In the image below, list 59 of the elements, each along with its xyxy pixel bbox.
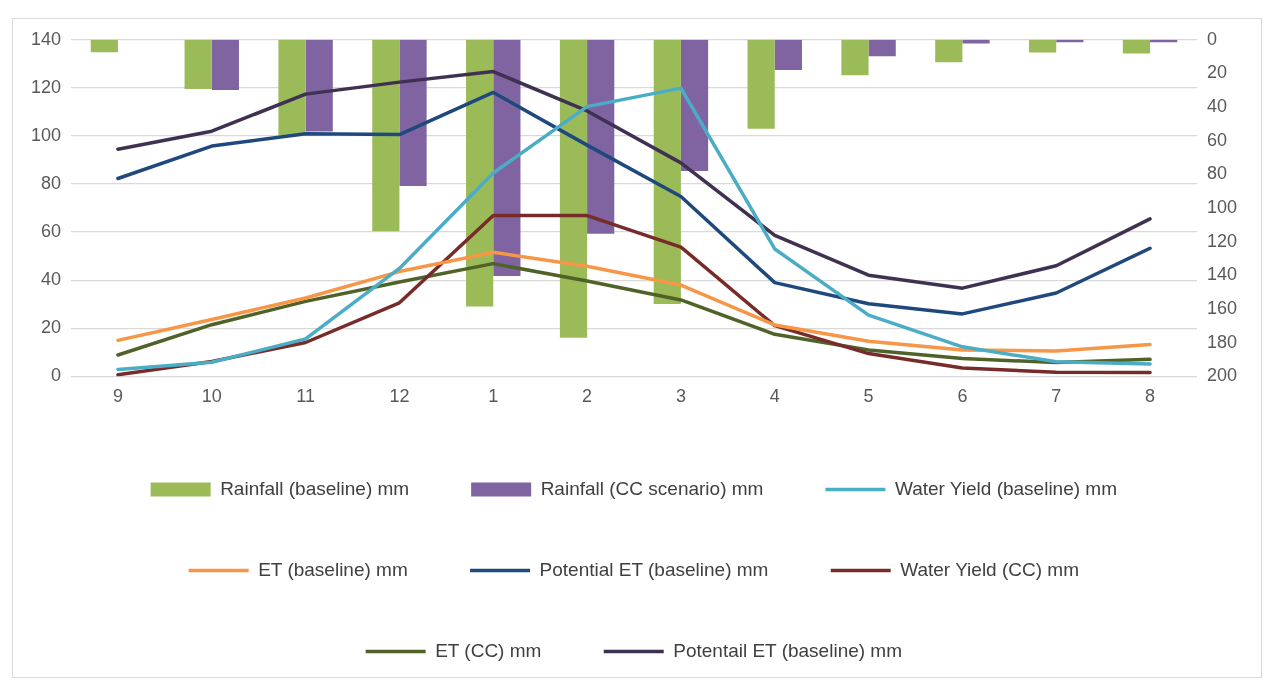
x-tick-label: 4 <box>769 386 780 407</box>
x-tick-label: 2 <box>582 386 593 407</box>
x-tick-label: 8 <box>1145 386 1156 407</box>
bar <box>774 39 802 71</box>
legend-label: Water Yield (baseline) mm <box>894 477 1118 499</box>
y2-tick-label: 20 <box>1206 62 1227 83</box>
x-tick-label: 10 <box>201 386 222 407</box>
bar <box>305 39 333 132</box>
y2-tick-label: 160 <box>1206 298 1238 319</box>
bar <box>868 39 896 57</box>
bar <box>747 39 775 129</box>
y2-tick-label: 100 <box>1206 197 1238 218</box>
y-tick-label: 80 <box>41 173 62 194</box>
legend-label: Rainfall (CC scenario) mm <box>540 477 764 499</box>
legend-label: ET (CC) mm <box>435 639 542 661</box>
bar <box>559 39 588 338</box>
x-tick-label: 9 <box>112 386 123 407</box>
y-tick-label: 60 <box>41 221 62 242</box>
y2-tick-label: 140 <box>1206 264 1238 285</box>
y-tick-label: 140 <box>30 28 62 49</box>
bar <box>1122 39 1151 54</box>
y-tick-label: 20 <box>41 317 62 338</box>
bar <box>184 39 212 89</box>
y2-tick-label: 80 <box>1206 163 1227 184</box>
bar <box>90 39 118 53</box>
bar <box>841 39 869 76</box>
bar <box>935 39 963 63</box>
bar <box>278 39 306 136</box>
legend-label: ET (baseline) mm <box>258 558 408 580</box>
x-tick-label: 11 <box>296 386 315 407</box>
bar <box>587 39 615 234</box>
y-tick-label: 120 <box>30 76 62 97</box>
legend-label: Rainfall (baseline) mm <box>220 477 410 499</box>
x-tick-label: 12 <box>389 386 410 407</box>
bar <box>1029 39 1057 53</box>
legend-label: Water Yield (CC) mm <box>900 558 1079 580</box>
x-tick-label: 3 <box>675 386 686 407</box>
y2-tick-label: 200 <box>1206 365 1238 386</box>
y2-tick-label: 180 <box>1206 331 1238 352</box>
y2-tick-label: 0 <box>1206 28 1217 49</box>
legend-label: Potential ET (baseline) mm <box>539 558 769 580</box>
y-tick-label: 40 <box>41 269 62 290</box>
bar <box>399 39 427 187</box>
bar <box>466 39 494 307</box>
x-tick-label: 7 <box>1051 386 1062 407</box>
y2-tick-label: 40 <box>1206 96 1227 117</box>
x-tick-label: 6 <box>957 386 968 407</box>
legend-label: Potentail ET (baseline) mm <box>673 639 903 661</box>
bar <box>211 39 239 90</box>
y-tick-label: 100 <box>30 124 62 145</box>
bar <box>962 39 990 44</box>
y2-tick-label: 120 <box>1206 230 1238 251</box>
x-tick-label: 1 <box>488 386 499 407</box>
bar <box>653 39 681 305</box>
y-tick-label: 0 <box>51 365 62 386</box>
y2-tick-label: 60 <box>1206 129 1227 150</box>
bar <box>372 39 400 232</box>
x-tick-label: 5 <box>863 386 874 407</box>
bar <box>680 39 709 172</box>
